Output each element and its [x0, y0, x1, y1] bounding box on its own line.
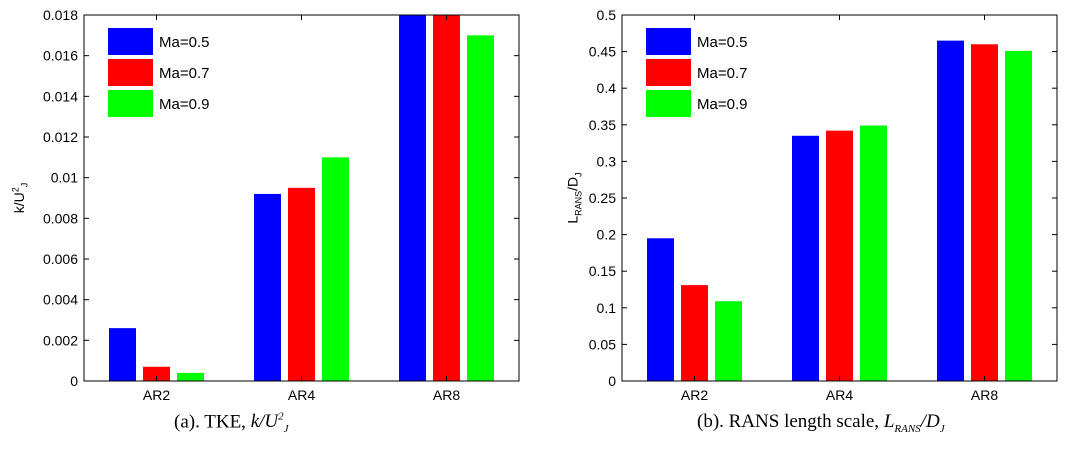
x-tick-label-ar2: AR2 [681, 387, 708, 403]
bar-ma05-ar2 [647, 238, 674, 381]
x-tick-label-ar2: AR2 [143, 387, 170, 403]
y-tick-label: 0.018 [43, 7, 78, 23]
bar-ma09-ar2 [177, 372, 204, 381]
y-tick-label: 0.15 [589, 263, 616, 279]
bar-ma09-ar4 [322, 157, 349, 381]
y-tick-label: 0.002 [43, 332, 78, 348]
bar-ma09-ar8 [467, 35, 494, 381]
x-tick-label-ar4: AR4 [288, 387, 315, 403]
y-tick-label: 0.014 [43, 88, 78, 104]
caption-b: (b). RANS length scale, LRANS/DJ [697, 411, 945, 435]
bar-ma07-ar4 [288, 187, 315, 381]
caption-a: (a). TKE, k/U2J [174, 411, 289, 436]
legend-swatch [646, 59, 691, 86]
y-tick-label: 0.008 [43, 210, 78, 226]
chart-panel-a: 0 0.002 0.004 0.006 0.008 0.01 0.012 0.014 0.016… [43, 7, 520, 403]
legend-swatch [108, 59, 153, 86]
y-tick-label: 0.004 [43, 292, 78, 308]
y-tick-label: 0.1 [597, 300, 617, 316]
legend-label: Ma=0.5 [697, 34, 747, 51]
y-tick-label: 0.01 [51, 170, 78, 186]
bar-ma09-ar2 [715, 301, 742, 381]
legend-label: Ma=0.9 [697, 96, 747, 113]
y-tick-label: 0.3 [597, 153, 617, 169]
legend-label: Ma=0.7 [697, 65, 747, 82]
legend-label: Ma=0.7 [159, 65, 209, 82]
bar-ma07-ar8 [971, 44, 998, 381]
bar-ma05-ar4 [254, 193, 281, 381]
legend-swatch [646, 90, 691, 117]
legend-swatch [108, 28, 153, 55]
legend-swatch [108, 90, 153, 117]
y-axis-label-b: LRANS/DJ [564, 172, 584, 224]
legend-label: Ma=0.5 [159, 34, 209, 51]
chart-panel-b: 0 0.05 0.1 0.15 0.2 0.25 0.3 0.35 0.4 0.45 0.5 AR2 A… [589, 7, 1058, 403]
y-tick-label: 0.006 [43, 251, 78, 267]
bar-ma09-ar4 [860, 125, 887, 381]
y-tick-label: 0.25 [589, 190, 616, 206]
y-tick-label: 0 [608, 373, 616, 389]
bar-ma07-ar2 [681, 285, 708, 381]
legend-swatch [646, 28, 691, 55]
bar-ma07-ar2 [143, 366, 170, 381]
y-tick-label: 0 [70, 373, 78, 389]
y-tick-label: 0.012 [43, 129, 78, 145]
y-axis-label-a: k/U2J [10, 182, 30, 214]
x-tick-label-ar4: AR4 [826, 387, 853, 403]
x-tick-label-ar8: AR8 [971, 387, 998, 403]
y-tick-label: 0.016 [43, 48, 78, 64]
bar-ma07-ar8 [433, 15, 460, 381]
y-tick-label: 0.35 [589, 117, 616, 133]
y-tick-label: 0.45 [589, 44, 616, 60]
bar-ma05-ar8 [399, 15, 426, 381]
y-tick-label: 0.05 [589, 336, 616, 352]
bar-ma05-ar2 [109, 328, 136, 381]
legend-label: Ma=0.9 [159, 96, 209, 113]
y-tick-label: 0.2 [597, 227, 617, 243]
bar-ma05-ar4 [792, 135, 819, 381]
bar-ma05-ar8 [937, 40, 964, 382]
y-tick-label: 0.4 [597, 80, 617, 96]
bar-ma07-ar4 [826, 130, 853, 381]
x-tick-label-ar8: AR8 [433, 387, 460, 403]
y-tick-label: 0.5 [597, 7, 617, 23]
bar-ma09-ar8 [1005, 50, 1032, 381]
